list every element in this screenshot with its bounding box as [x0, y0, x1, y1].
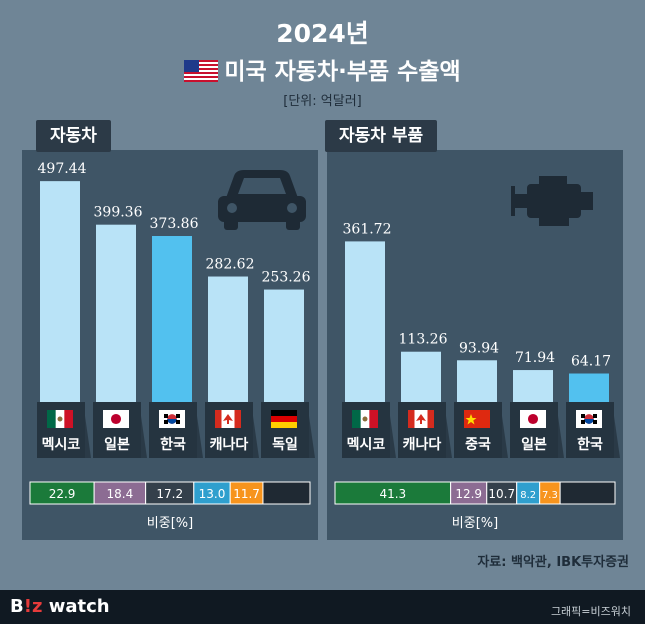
share-label: 8.2: [520, 490, 536, 501]
bar: [401, 351, 441, 402]
bar-value-label: 399.36: [94, 205, 143, 221]
share-segment-rest: [262, 481, 311, 505]
bar: [457, 360, 497, 402]
category-label: 독일: [272, 437, 298, 453]
source-note: 자료: 백악관, IBK투자증권: [477, 555, 629, 570]
mexico-flag-icon: [352, 410, 378, 428]
category-label: 한국: [160, 437, 186, 453]
footer-bar: [0, 590, 645, 624]
share-label: 7.3: [542, 490, 558, 501]
category-tile: [205, 402, 259, 458]
category-tile: [37, 402, 91, 458]
bar-value-label: 361.72: [343, 221, 392, 237]
share-label: 13.0: [199, 487, 226, 501]
category-label: 멕시코: [42, 436, 81, 453]
engine-icon: [511, 176, 593, 226]
category-tile: [398, 402, 452, 458]
category-label: 멕시코: [347, 436, 386, 453]
panel-title-parts: 자동차 부품: [325, 120, 438, 152]
share-label: 11.7: [233, 487, 260, 501]
bar: [96, 224, 136, 402]
germany-flag-icon: [271, 410, 297, 428]
share-label: 22.9: [49, 487, 76, 501]
category-tile: [93, 402, 147, 458]
bar-value-label: 71.94: [515, 350, 555, 366]
canada-flag-icon: [215, 410, 241, 428]
bar: [569, 373, 609, 402]
share-label: 41.3: [379, 487, 406, 501]
category-label: 캐나다: [403, 437, 442, 453]
cars-chart: 497.44 멕시코 399.36 일본 373.86 한국 282.62 캐나다 253.26…: [29, 161, 315, 531]
bar: [40, 181, 80, 402]
bizwatch-logo: B!z watch: [10, 596, 110, 617]
share-axis-label: 비중[%]: [452, 516, 498, 531]
korea-flag-icon: [576, 410, 602, 428]
bar: [152, 236, 192, 402]
category-tile: [454, 402, 508, 458]
category-label: 한국: [577, 437, 603, 453]
category-label: 중국: [465, 437, 491, 453]
bar: [264, 289, 304, 402]
category-tile: [342, 402, 396, 458]
bar-value-label: 253.26: [262, 270, 311, 286]
share-label: 12.9: [455, 487, 482, 501]
category-label: 일본: [104, 437, 130, 453]
korea-flag-icon: [159, 410, 185, 428]
mexico-flag-icon: [47, 410, 73, 428]
bar-value-label: 373.86: [150, 216, 199, 232]
panel-title-cars: 자동차: [36, 120, 111, 152]
bar: [208, 276, 248, 402]
japan-flag-icon: [103, 410, 129, 428]
bar: [513, 370, 553, 402]
category-tile: [510, 402, 564, 458]
share-segment-rest: [559, 481, 616, 505]
car-icon: [218, 170, 306, 230]
category-label: 일본: [521, 437, 547, 453]
share-axis-label: 비중[%]: [147, 516, 193, 531]
unit-label: [단위: 억달러]: [283, 94, 362, 109]
category-tile: [149, 402, 203, 458]
china-flag-icon: [464, 410, 490, 428]
graphic-credit: 그래픽=비즈워치: [550, 605, 631, 618]
bar-value-label: 64.17: [571, 354, 611, 370]
share-label: 18.4: [107, 487, 134, 501]
chart-title: 미국 자동차·부품 수출액: [0, 52, 645, 86]
japan-flag-icon: [520, 410, 546, 428]
chart-title-year: 2024년: [276, 19, 369, 48]
category-label: 캐나다: [210, 437, 249, 453]
share-label: 10.7: [488, 487, 515, 501]
us-flag-icon: [184, 60, 219, 82]
category-tile: [566, 402, 620, 458]
category-tile: [261, 402, 315, 458]
bar-value-label: 497.44: [38, 161, 87, 177]
panel-parts: 361.72 멕시코 113.26 캐나다 93.94 중국 71.94 일본 64.17 한국 4…: [327, 150, 623, 540]
chart-title-text: 미국 자동차·부품 수출액: [224, 59, 461, 85]
bar-value-label: 93.94: [459, 340, 499, 356]
bar-value-label: 113.26: [399, 332, 448, 348]
panel-cars: 497.44 멕시코 399.36 일본 373.86 한국 282.62 캐나다 253.26…: [22, 150, 318, 540]
canada-flag-icon: [408, 410, 434, 428]
bar: [345, 241, 385, 402]
share-label: 17.2: [156, 487, 183, 501]
parts-chart: 361.72 멕시코 113.26 캐나다 93.94 중국 71.94 일본 64.17 한국 4…: [334, 176, 620, 531]
bar-value-label: 282.62: [206, 257, 255, 273]
